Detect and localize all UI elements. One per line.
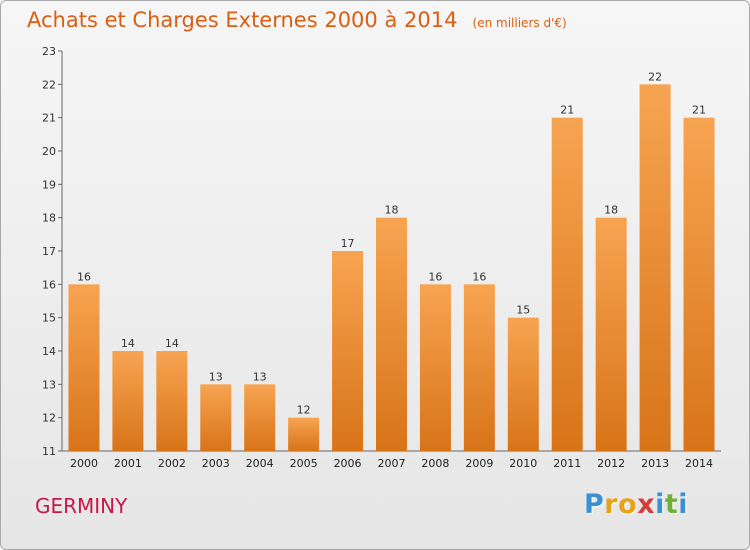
data-label: 22 bbox=[648, 70, 662, 83]
data-label: 12 bbox=[297, 404, 311, 417]
x-tick-label: 2006 bbox=[334, 457, 362, 470]
y-tick-label: 13 bbox=[42, 378, 56, 391]
x-tick-label: 2010 bbox=[509, 457, 537, 470]
x-tick-label: 2009 bbox=[465, 457, 493, 470]
logo-letter: x bbox=[637, 489, 656, 520]
data-label: 17 bbox=[341, 237, 355, 250]
y-tick-label: 16 bbox=[42, 278, 56, 291]
logo-letter: i bbox=[678, 489, 689, 520]
proxiti-logo[interactable]: Proxiti bbox=[584, 489, 688, 520]
data-label: 21 bbox=[692, 104, 706, 117]
data-label: 21 bbox=[560, 104, 574, 117]
bar bbox=[595, 217, 627, 451]
chart-title: Achats et Charges Externes 2000 à 2014 bbox=[27, 8, 458, 32]
bar bbox=[156, 351, 188, 451]
data-label: 16 bbox=[77, 270, 91, 283]
data-label: 13 bbox=[253, 370, 267, 383]
data-label: 15 bbox=[516, 304, 530, 317]
bar bbox=[332, 251, 364, 451]
x-tick-label: 2003 bbox=[202, 457, 230, 470]
y-tick-label: 20 bbox=[42, 145, 56, 158]
chart-title-block: Achats et Charges Externes 2000 à 2014 (… bbox=[27, 8, 567, 32]
data-label: 18 bbox=[604, 204, 618, 217]
y-tick-label: 18 bbox=[42, 212, 56, 225]
bar bbox=[507, 317, 539, 451]
y-tick-label: 19 bbox=[42, 178, 56, 191]
x-tick-label: 2013 bbox=[641, 457, 669, 470]
bar bbox=[683, 117, 715, 452]
bar bbox=[244, 384, 276, 451]
y-tick-label: 15 bbox=[42, 312, 56, 325]
x-tick-label: 2011 bbox=[553, 457, 581, 470]
x-tick-label: 2007 bbox=[378, 457, 406, 470]
y-tick-label: 23 bbox=[42, 45, 56, 58]
logo-letter: i bbox=[655, 489, 665, 520]
x-tick-label: 2008 bbox=[421, 457, 449, 470]
data-label: 13 bbox=[209, 370, 223, 383]
data-label: 18 bbox=[385, 204, 399, 217]
bar bbox=[551, 117, 583, 452]
x-tick-label: 2004 bbox=[246, 457, 274, 470]
y-tick-label: 14 bbox=[42, 345, 56, 358]
data-label: 16 bbox=[472, 270, 486, 283]
bar bbox=[376, 217, 407, 451]
bar bbox=[200, 384, 232, 451]
y-tick-label: 17 bbox=[42, 245, 56, 258]
y-tick-label: 12 bbox=[42, 412, 56, 425]
bar bbox=[419, 284, 451, 451]
logo-letter: r bbox=[604, 489, 619, 520]
x-tick-label: 2000 bbox=[70, 457, 98, 470]
y-tick-label: 21 bbox=[42, 112, 56, 125]
bar bbox=[463, 284, 495, 451]
x-tick-label: 2002 bbox=[158, 457, 186, 470]
bar bbox=[639, 84, 671, 451]
data-label: 16 bbox=[428, 270, 442, 283]
logo-letter: P bbox=[584, 489, 605, 520]
x-tick-label: 2014 bbox=[685, 457, 713, 470]
data-label: 14 bbox=[165, 337, 179, 350]
data-label: 14 bbox=[121, 337, 135, 350]
chart-subtitle: (en milliers d'€) bbox=[472, 16, 567, 30]
x-tick-label: 2012 bbox=[597, 457, 625, 470]
logo-letter: t bbox=[664, 489, 679, 520]
bar bbox=[68, 284, 100, 451]
bar bbox=[112, 351, 144, 451]
x-tick-label: 2001 bbox=[114, 457, 142, 470]
logo-letter: o bbox=[618, 489, 638, 520]
y-tick-label: 11 bbox=[42, 445, 56, 458]
y-tick-label: 22 bbox=[42, 78, 56, 91]
commune-name: GERMINY bbox=[35, 494, 128, 518]
x-tick-label: 2005 bbox=[290, 457, 318, 470]
bar bbox=[288, 417, 320, 451]
